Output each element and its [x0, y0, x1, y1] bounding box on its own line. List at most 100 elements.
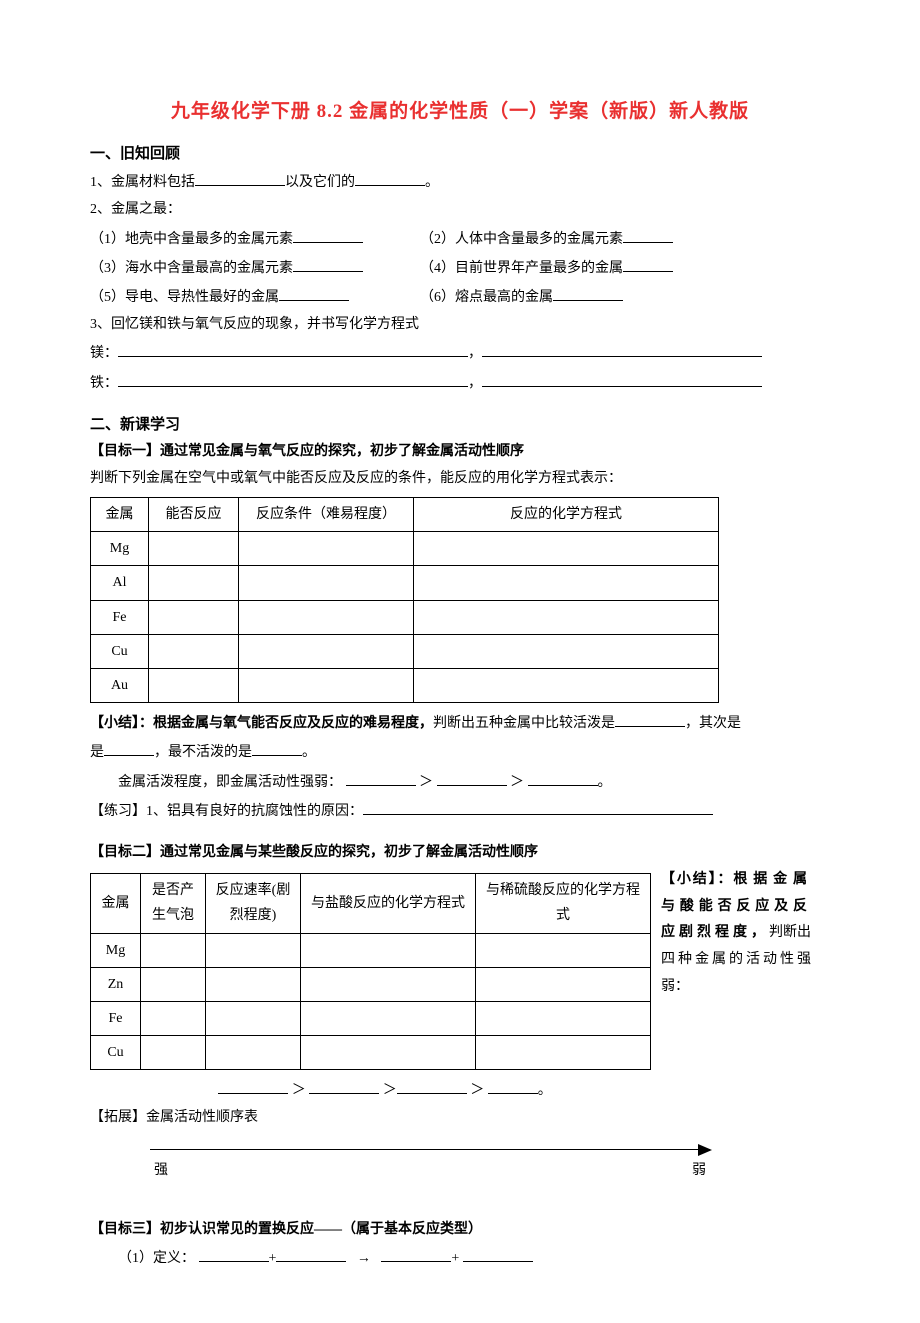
cell[interactable] — [149, 566, 239, 600]
blank[interactable] — [118, 339, 468, 357]
sum-d: ，其次是 — [685, 716, 741, 731]
cell[interactable] — [141, 933, 206, 967]
sum-f: 。 — [302, 745, 316, 760]
sum-e: ，最不活泼的是 — [154, 745, 252, 760]
summary1-line2: 是，最不活泼的是。 — [90, 738, 830, 765]
blank[interactable] — [252, 738, 302, 756]
blank[interactable] — [293, 225, 363, 243]
sum-c: 判断出五种金属中比较活泼是 — [433, 716, 615, 731]
blank[interactable] — [437, 768, 507, 786]
cell[interactable] — [149, 669, 239, 703]
blank[interactable] — [397, 1076, 467, 1094]
blank[interactable] — [381, 1244, 451, 1262]
cell[interactable] — [301, 1036, 476, 1070]
cell[interactable] — [149, 532, 239, 566]
table-row: Mg — [91, 933, 651, 967]
cell[interactable] — [239, 634, 414, 668]
q1: 1、金属材料包括以及它们的。 — [90, 168, 830, 195]
goal1: 【目标一】通过常见金属与氧气反应的探究，初步了解金属活动性顺序 — [90, 439, 830, 464]
arrow-head-icon — [698, 1144, 712, 1156]
blank[interactable] — [482, 369, 762, 387]
cell[interactable] — [476, 1001, 651, 1035]
blank[interactable] — [528, 768, 598, 786]
side-a: 【小结】： — [661, 872, 733, 887]
table-row: Fe — [91, 600, 719, 634]
blank[interactable] — [363, 797, 713, 815]
weak-label: 弱 — [692, 1158, 706, 1183]
blank[interactable] — [615, 709, 685, 727]
item2: （2）人体中含量最多的金属元素 — [420, 232, 623, 247]
table1: 金属 能否反应 反应条件（难易程度） 反应的化学方程式 Mg Al Fe Cu … — [90, 497, 719, 703]
table-row: Mg — [91, 532, 719, 566]
cell[interactable] — [476, 1036, 651, 1070]
arrow-line — [150, 1149, 710, 1150]
cell[interactable] — [206, 1036, 301, 1070]
table-row: Cu — [91, 1036, 651, 1070]
item3: （3）海水中含量最高的金属元素 — [90, 261, 293, 276]
cell[interactable] — [206, 933, 301, 967]
cell[interactable] — [414, 532, 719, 566]
cell[interactable] — [414, 669, 719, 703]
blank[interactable] — [218, 1076, 288, 1094]
blank[interactable] — [553, 283, 623, 301]
cell[interactable] — [149, 600, 239, 634]
blank[interactable] — [293, 254, 363, 272]
comma: ， — [468, 376, 482, 391]
activity-order: 金属活泼程度，即金属活动性强弱： ＞ ＞ 。 — [90, 768, 830, 795]
blank[interactable] — [309, 1076, 379, 1094]
blank[interactable] — [279, 283, 349, 301]
t2-h5: 与稀硫酸反应的化学方程式 — [476, 874, 651, 933]
blank[interactable] — [623, 225, 673, 243]
blank[interactable] — [195, 168, 285, 186]
blank[interactable] — [104, 738, 154, 756]
cell[interactable] — [301, 1001, 476, 1035]
blank[interactable] — [199, 1244, 269, 1262]
q2: 2、金属之最： — [90, 197, 830, 222]
sum-tag: 【小结】： — [90, 716, 153, 731]
cell[interactable] — [149, 634, 239, 668]
table-row: Fe — [91, 1001, 651, 1035]
cell[interactable] — [239, 566, 414, 600]
cell[interactable] — [206, 967, 301, 1001]
table-row: Al — [91, 566, 719, 600]
blank[interactable] — [355, 168, 425, 186]
cell[interactable] — [414, 600, 719, 634]
comma: ， — [468, 346, 482, 361]
cell[interactable] — [414, 566, 719, 600]
definition: （1）定义： + → + — [90, 1244, 830, 1271]
t1-h4: 反应的化学方程式 — [414, 498, 719, 532]
q1-text-a: 1、金属材料包括 — [90, 175, 195, 190]
cell[interactable] — [141, 967, 206, 1001]
cell[interactable] — [239, 600, 414, 634]
blank[interactable] — [346, 768, 416, 786]
cell[interactable] — [141, 1036, 206, 1070]
blank[interactable] — [488, 1076, 538, 1094]
activity-order2: ＞ ＞ ＞ 。 — [0, 1076, 830, 1103]
cell[interactable] — [476, 967, 651, 1001]
gt: ＞ — [383, 1083, 397, 1098]
cell[interactable] — [239, 669, 414, 703]
blank[interactable] — [276, 1244, 346, 1262]
gt: ＞ — [419, 775, 433, 790]
cell[interactable] — [206, 1001, 301, 1035]
item5: （5）导电、导热性最好的金属 — [90, 290, 279, 305]
gt: ＞ — [470, 1083, 484, 1098]
table2-header: 金属 是否产生气泡 反应速率(剧烈程度) 与盐酸反应的化学方程式 与稀硫酸反应的… — [91, 874, 651, 933]
plus: + — [451, 1251, 459, 1266]
blank[interactable] — [118, 369, 468, 387]
blank[interactable] — [482, 339, 762, 357]
cell[interactable] — [301, 933, 476, 967]
cell[interactable] — [239, 532, 414, 566]
t2-h1: 金属 — [91, 874, 141, 933]
cell[interactable] — [301, 967, 476, 1001]
cell[interactable] — [476, 933, 651, 967]
def-label: （1）定义： — [118, 1251, 195, 1266]
cell[interactable] — [414, 634, 719, 668]
goal2: 【目标二】通过常见金属与某些酸反应的探究，初步了解金属活动性顺序 — [90, 840, 830, 865]
t2-r3: Fe — [91, 1001, 141, 1035]
cell[interactable] — [141, 1001, 206, 1035]
blank[interactable] — [623, 254, 673, 272]
row-3-4: （3）海水中含量最高的金属元素 （4）目前世界年产量最多的金属 — [90, 254, 830, 281]
document-title: 九年级化学下册 8.2 金属的化学性质（一）学案（新版）新人教版 — [90, 95, 830, 129]
blank[interactable] — [463, 1244, 533, 1262]
